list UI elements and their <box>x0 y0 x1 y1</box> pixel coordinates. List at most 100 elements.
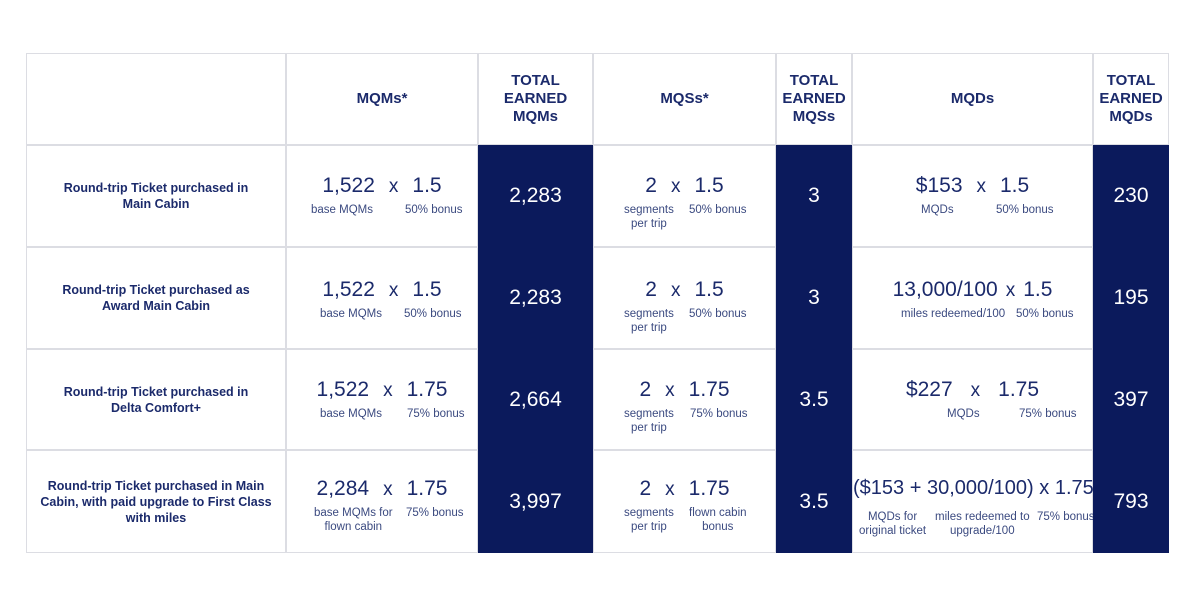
mqs-formula-cell: 2 x 1.5 segments per trip 50% bonus <box>593 145 776 247</box>
mqd-multiplier: 1.5 <box>1000 174 1030 197</box>
mqs-multiplier: 1.5 <box>694 174 724 197</box>
caption-line: per trip <box>631 422 667 434</box>
mqm-formula: 2,284 x 1.75 <box>287 477 477 501</box>
header-total-mqms-line1: TOTAL <box>511 72 560 89</box>
mqm-formula: 1,522 x 1.75 <box>287 378 477 402</box>
header-total-mqss-line2: EARNED <box>782 90 846 107</box>
header-mqds-label: MQDs <box>950 90 995 107</box>
mqd-formula: $153 x 1.5 <box>853 174 1092 198</box>
header-total-mqds-line1: TOTAL <box>1106 72 1156 89</box>
row-label-line: Round-trip Ticket purchased in <box>63 181 249 195</box>
mqd-upgrade-caption: miles redeemed to upgrade/100 <box>935 510 1030 538</box>
mqd-base-value: $227 <box>905 378 953 401</box>
mqm-formula-cell: 1,522 x 1.5 base MQMs 50% bonus <box>286 145 478 247</box>
mqs-base-value: 2 <box>639 378 652 401</box>
mqs-bonus-caption: 50% bonus <box>689 308 747 320</box>
row-label-line: Delta Comfort+ <box>111 400 201 415</box>
mqd-formula-cell: $227 x 1.75 MQDs 75% bonus <box>852 349 1093 450</box>
mqm-base-value: 1,522 <box>322 174 375 197</box>
caption-line: segments <box>624 308 674 320</box>
total-mqd-value: 230 <box>1093 145 1169 247</box>
multiply-sign: x <box>383 380 393 401</box>
caption-line: MQDs for <box>867 511 918 523</box>
mqm-formula: 1,522 x 1.5 <box>287 278 477 302</box>
mqs-multiplier: 1.75 <box>688 477 730 500</box>
mqm-base-value: 1,522 <box>316 378 370 401</box>
header-total-mqss: TOTAL EARNED MQSs <box>776 53 852 145</box>
mqm-bonus-caption: 75% bonus <box>406 507 464 519</box>
mqs-base-value: 2 <box>645 278 657 301</box>
mqs-formula: 2 x 1.5 <box>594 174 775 198</box>
mqm-bonus-caption: 50% bonus <box>405 204 463 216</box>
total-mqs-value: 3 <box>776 247 852 349</box>
row-label: Round-trip Ticket purchased in Delta Comf… <box>26 349 286 450</box>
row-label-line: Round-trip Ticket purchased in Main <box>47 478 265 493</box>
caption-line: flown cabin <box>689 507 747 519</box>
mqm-base-caption: base MQMs for flown cabin <box>314 506 393 534</box>
header-total-mqss-line3: MQSs <box>792 108 836 125</box>
mqs-base-caption: segments per trip <box>624 307 674 335</box>
header-total-mqds-line3: MQDs <box>1109 108 1153 125</box>
total-mqs-value: 3 <box>776 145 852 247</box>
caption-line: miles redeemed to <box>935 511 1030 523</box>
caption-line: flown cabin <box>324 521 383 533</box>
mqm-formula-cell: 1,522 x 1.5 base MQMs 50% bonus <box>286 247 478 349</box>
row-label-line: with miles <box>125 510 187 525</box>
total-mqm-value: 2,664 <box>478 349 593 450</box>
caption-line: segments <box>624 408 674 420</box>
mqs-bonus-caption: flown cabin bonus <box>689 506 747 534</box>
multiply-sign: x <box>665 479 675 500</box>
caption-line: per trip <box>631 521 667 533</box>
mqd-bonus-caption: 75% bonus <box>1037 511 1095 523</box>
row-label: Round-trip Ticket purchased in Main Cabin… <box>26 450 286 553</box>
multiply-sign: x <box>670 176 681 197</box>
mqm-base-value: 1,522 <box>322 278 375 301</box>
total-mqs-value: 3.5 <box>776 450 852 553</box>
header-mqss: MQSs* <box>593 53 776 145</box>
header-mqms: MQMs* <box>286 53 478 145</box>
caption-line: upgrade/100 <box>950 525 1015 537</box>
caption-line: original ticket <box>859 525 927 537</box>
mqd-formula-cell: ($153 + 30,000/100) x 1.75 MQDs for origi… <box>852 450 1095 553</box>
header-total-mqds: TOTAL EARNED MQDs <box>1093 53 1169 145</box>
multiply-sign: x <box>665 380 675 401</box>
mqs-multiplier: 1.75 <box>688 378 730 401</box>
mqd-bonus-caption: 50% bonus <box>1016 308 1074 320</box>
mqs-base-value: 2 <box>639 477 652 500</box>
mqm-base-value: 2,284 <box>316 477 370 500</box>
total-mqs-value: 3.5 <box>776 349 852 450</box>
caption-line: bonus <box>702 521 734 533</box>
multiply-sign: x <box>388 280 399 301</box>
caption-line: base MQMs for <box>314 507 393 519</box>
total-mqd-value: 793 <box>1093 450 1169 553</box>
row-label-line: Cabin, with paid upgrade to First Class <box>40 494 272 509</box>
caption-line: per trip <box>631 218 667 230</box>
mqs-formula-cell: 2 x 1.75 segments per trip 75% bonus <box>593 349 776 450</box>
multiply-sign: x <box>383 479 393 500</box>
mqm-multiplier: 1.5 <box>412 278 442 301</box>
mqd-base-caption: MQDs <box>921 204 954 216</box>
row-label: Round-trip Ticket purchased in Main Cabin <box>26 145 286 247</box>
mqs-formula: 2 x 1.75 <box>594 378 775 402</box>
mqd-base-caption: miles redeemed/100 <box>901 308 1006 320</box>
header-mqss-label: MQSs* <box>660 90 709 107</box>
caption-line: segments <box>624 204 674 216</box>
mqs-bonus-caption: 75% bonus <box>690 408 748 420</box>
mqd-multiplier: 1.75 <box>998 378 1040 401</box>
mqs-formula-cell: 2 x 1.75 segments per trip flown cabin bonus <box>593 450 776 553</box>
mqm-formula-cell: 1,522 x 1.75 base MQMs 75% bonus <box>286 349 478 450</box>
mqs-formula: 2 x 1.75 <box>594 477 775 501</box>
mqm-formula-cell: 2,284 x 1.75 base MQMs for flown cabin 75% … <box>286 450 478 553</box>
multiply-sign: x <box>976 176 987 197</box>
mqs-base-caption: segments per trip <box>624 407 674 435</box>
row-label-line: Main Cabin <box>122 197 190 211</box>
multiply-sign: x <box>1005 280 1016 301</box>
multiply-sign: x <box>388 176 399 197</box>
mqd-formula-cell: $153 x 1.5 MQDs 50% bonus <box>852 145 1093 247</box>
row-label: Round-trip Ticket purchased as Award Main… <box>26 247 286 349</box>
mqm-comparison-table: MQMs* TOTAL EARNED MQMs MQSs* TOTAL EARN… <box>26 53 1169 553</box>
mqd-base-value: 13,000/100 <box>892 278 998 301</box>
header-mqds: MQDs <box>852 53 1093 145</box>
multiply-sign: x <box>970 380 981 401</box>
caption-line: per trip <box>631 322 667 334</box>
